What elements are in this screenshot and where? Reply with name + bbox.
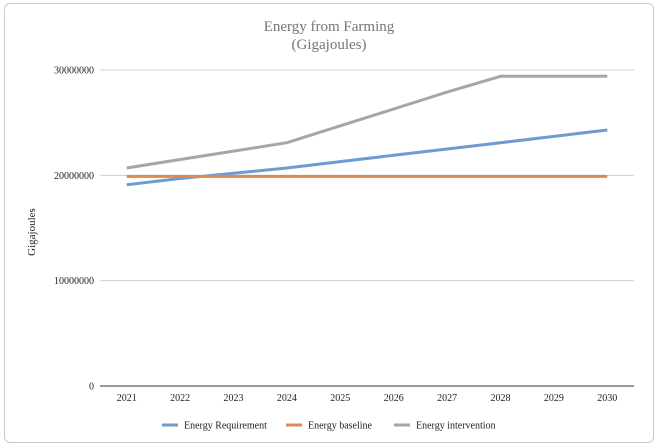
x-tick-label: 2027 xyxy=(437,393,457,404)
x-tick-label: 2029 xyxy=(544,393,564,404)
y-tick-labels: 0 10000000 20000000 30000000 xyxy=(54,66,94,393)
x-tick-label: 2023 xyxy=(224,393,244,404)
y-tick-label: 0 xyxy=(89,382,94,393)
y-axis-label: Gigajoules xyxy=(26,208,38,256)
legend-label: Energy Requirement xyxy=(184,421,267,432)
x-tick-label: 2022 xyxy=(170,393,190,404)
series-lines xyxy=(126,74,608,187)
x-tick-label: 2030 xyxy=(597,393,617,404)
chart-title: Energy from Farming xyxy=(264,19,395,35)
y-tick-label: 20000000 xyxy=(54,171,94,182)
x-tick-label: 2026 xyxy=(384,393,404,404)
x-tick-labels: 2021 2022 2023 2024 2025 2026 2027 2028 2029 2030 xyxy=(117,393,618,404)
y-tick-label: 30000000 xyxy=(54,66,94,77)
legend-label: Energy baseline xyxy=(308,421,373,432)
x-tick-label: 2025 xyxy=(330,393,350,404)
legend-label: Energy intervention xyxy=(416,421,496,432)
y-tick-label: 10000000 xyxy=(54,276,94,287)
x-tick-label: 2028 xyxy=(491,393,511,404)
series-line-energy-intervention xyxy=(126,74,608,170)
x-tick-label: 2021 xyxy=(117,393,137,404)
legend: Energy Requirement Energy baseline Energy … xyxy=(162,421,496,432)
chart-subtitle: (Gigajoules) xyxy=(292,37,367,53)
x-tick-label: 2024 xyxy=(277,393,297,404)
